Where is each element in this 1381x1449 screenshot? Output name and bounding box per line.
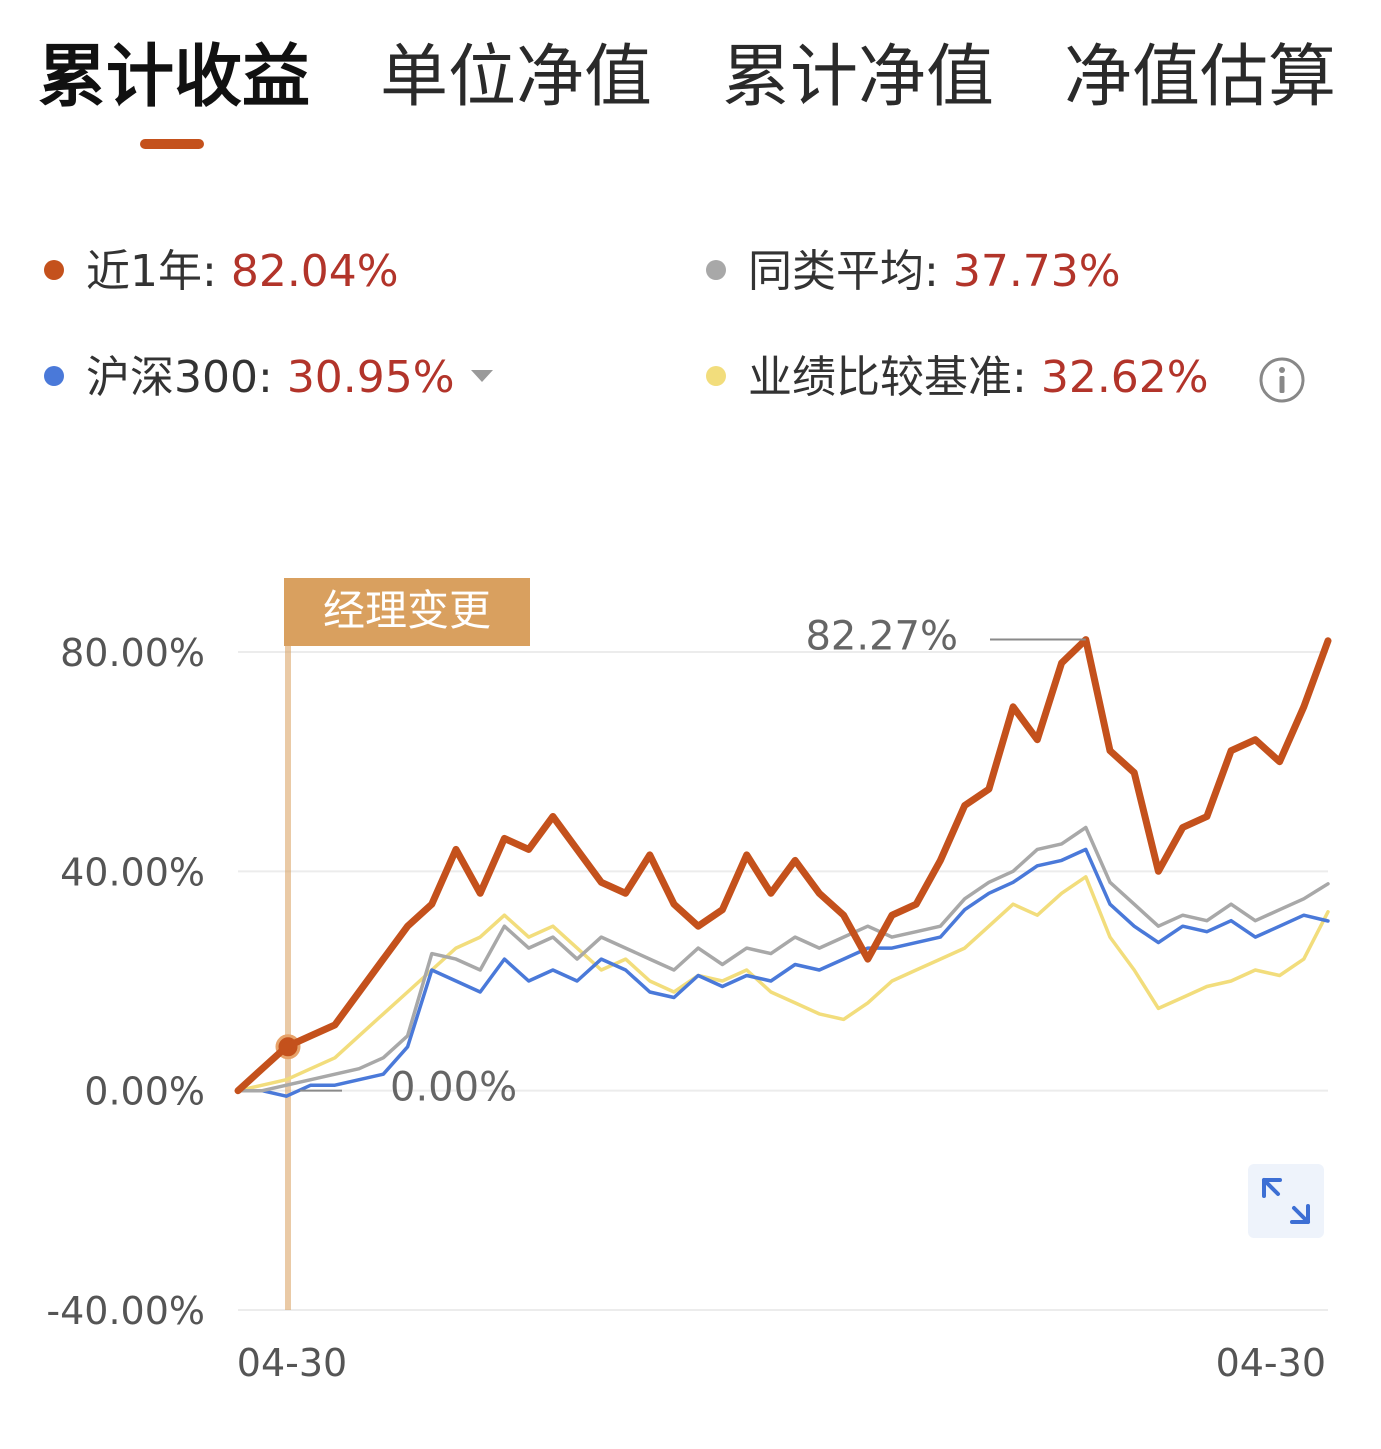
info-circle-icon[interactable] (1258, 356, 1306, 404)
y-tick-label: 80.00% (60, 631, 205, 675)
y-tick-label: -40.00% (46, 1289, 205, 1333)
y-tick-label: 0.00% (84, 1070, 205, 1114)
series-line-peer (236, 825, 1330, 1093)
tab-cumulative-return[interactable]: 累计收益 (38, 38, 311, 117)
series-line-hs300 (236, 847, 1330, 1098)
max-value-label: 82.27% (805, 614, 958, 660)
manager-change-annotation: 经理变更 (275, 578, 530, 1310)
manager-change-box (284, 578, 530, 646)
legend-value-benchmark: 32.62% (1040, 352, 1209, 403)
hs300-dot-icon (44, 366, 64, 386)
legend-value-hs300: 30.95% (286, 352, 455, 403)
grid-lines (238, 651, 1328, 1311)
series-line-fund (234, 636, 1332, 1095)
cumulative-return-chart: 80.00% 40.00% 0.00% -40.00% 04-30 04-30 经理变更… (46, 578, 1332, 1385)
peer-dot-icon (706, 260, 726, 280)
legend-item-benchmark: 业绩比较基准: 32.62% (706, 348, 1209, 408)
tab-cumulative-nav[interactable]: 累计净值 (722, 38, 995, 117)
x-tick-label: 04-30 (1216, 1341, 1326, 1385)
tab-nav-estimate[interactable]: 净值估算 (1064, 38, 1337, 117)
tab-bar: 累计收益 单位净值 累计净值 净值估算 (0, 0, 1381, 160)
triangle-down-icon[interactable] (470, 370, 493, 382)
legend-item-peer-average: 同类平均: 37.73% (706, 242, 1121, 302)
fund-dot-icon (44, 260, 64, 280)
legend-item-hs300[interactable]: 沪深300: 30.95% (44, 348, 493, 408)
legend-value-fund: 82.04% (230, 246, 399, 297)
y-tick-label: 40.00% (60, 850, 205, 894)
series-line-benchmark (236, 875, 1330, 1093)
manager-change-label: 经理变更 (323, 586, 491, 635)
expand-arrows-icon (1262, 1178, 1310, 1224)
legend-label-peer: 同类平均: (748, 246, 939, 297)
extreme-value-labels: 82.27% 0.00% (300, 614, 1086, 1111)
legend-label-fund: 近1年: (86, 246, 217, 297)
legend-value-peer: 37.73% (952, 246, 1121, 297)
series-lines (234, 636, 1332, 1098)
expand-chart-button[interactable] (1248, 1164, 1324, 1238)
benchmark-dot-icon (706, 366, 726, 386)
legend-label-hs300: 沪深300: (86, 352, 273, 403)
active-tab-indicator (140, 139, 204, 149)
x-axis-tick-labels: 04-30 04-30 (237, 1341, 1326, 1385)
legend-label-benchmark: 业绩比较基准: (748, 352, 1027, 403)
x-tick-label: 04-30 (237, 1341, 347, 1385)
legend-item-fund: 近1年: 82.04% (44, 242, 399, 302)
tab-unit-nav[interactable]: 单位净值 (380, 38, 653, 117)
y-axis-tick-labels: 80.00% 40.00% 0.00% -40.00% (46, 631, 205, 1333)
min-value-label: 0.00% (390, 1065, 517, 1111)
